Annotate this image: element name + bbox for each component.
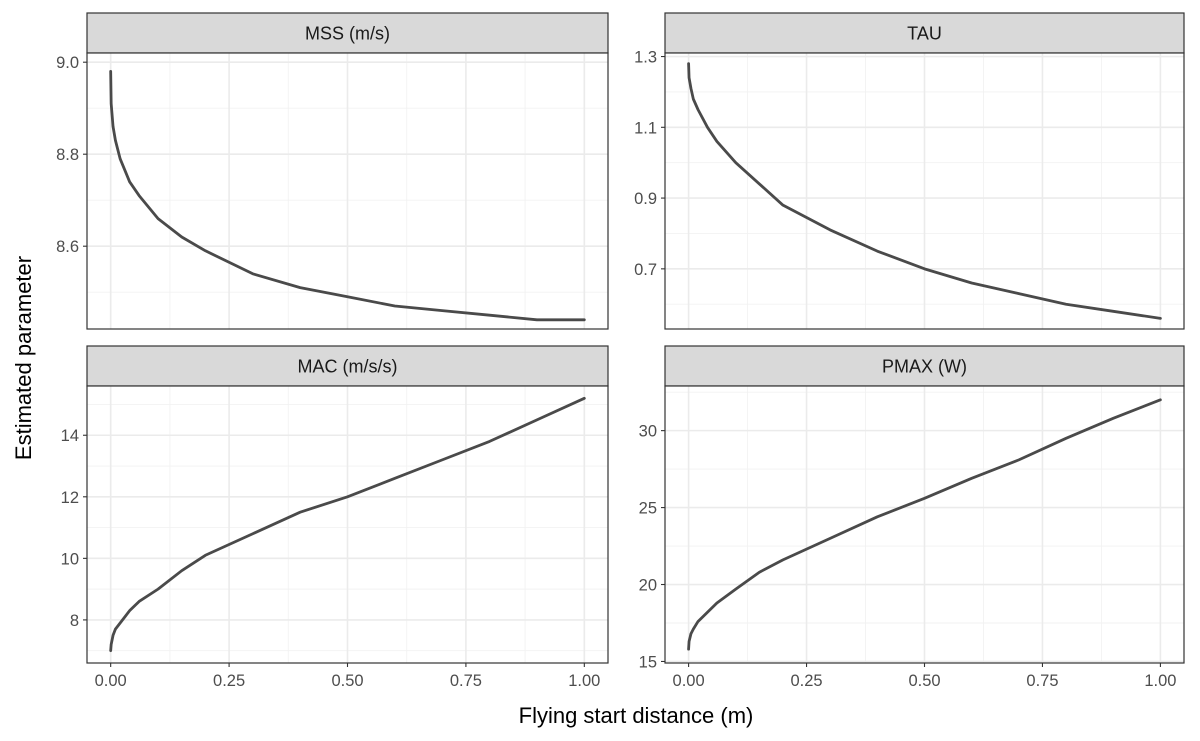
x-tick-label: 0.75 — [450, 672, 482, 690]
facet-title: PMAX (W) — [882, 357, 967, 377]
facet-title: MSS (m/s) — [305, 24, 390, 44]
y-tick-label: 12 — [61, 489, 79, 507]
facet-strip — [86, 12, 609, 54]
y-tick-label: 1.1 — [634, 119, 657, 137]
y-tick-label: 25 — [639, 500, 657, 518]
series-line — [687, 62, 1162, 320]
x-tick-label: 0.75 — [1026, 672, 1058, 690]
x-tick-label: 1.00 — [1144, 672, 1176, 690]
panel-border — [86, 52, 609, 330]
y-tick-label: 8.8 — [56, 146, 79, 164]
y-tick-label: 10 — [61, 550, 79, 568]
y-tick-label: 1.3 — [634, 49, 657, 67]
facet-panel-3: MAC (m/s/s) 8 10 12 14 0.00 0.25 0.50 0.75 1.00 — [61, 345, 609, 690]
x-tick-label: 0.50 — [908, 672, 940, 690]
x-tick-label: 0.00 — [673, 672, 705, 690]
x-tick-label: 0.50 — [331, 672, 363, 690]
facet-strip — [86, 345, 609, 387]
facet-panel-2: TAU 0.7 0.9 1.1 1.3 — [634, 12, 1185, 330]
series-line — [687, 398, 1162, 651]
facet-title: MAC (m/s/s) — [298, 357, 398, 377]
facet-panel-1: MSS (m/s) 8.6 8.8 9.0 — [56, 12, 609, 330]
x-tick-label: 1.00 — [568, 672, 600, 690]
facet-title: TAU — [907, 24, 942, 44]
x-tick-label: 0.25 — [213, 672, 245, 690]
facet-panel-4: PMAX (W) 15 20 25 30 0.00 0.25 0.50 0.75 1.00 — [639, 345, 1185, 690]
y-tick-label: 14 — [61, 427, 79, 445]
facet-strip — [664, 12, 1185, 54]
y-tick-label: 9.0 — [56, 54, 79, 72]
x-tick-label: 0.25 — [790, 672, 822, 690]
y-tick-label: 20 — [639, 577, 657, 595]
y-axis-title: Estimated parameter — [11, 256, 36, 460]
y-tick-label: 30 — [639, 423, 657, 441]
y-tick-label: 0.7 — [634, 261, 657, 279]
series-line — [109, 396, 586, 653]
series-line — [109, 70, 586, 322]
y-tick-label: 15 — [639, 653, 657, 671]
x-tick-label: 0.00 — [95, 672, 127, 690]
y-tick-label: 8 — [70, 612, 79, 630]
y-tick-label: 0.9 — [634, 190, 657, 208]
facet-strip — [664, 345, 1185, 387]
x-axis-title: Flying start distance (m) — [519, 703, 754, 728]
panel-border — [664, 52, 1185, 330]
y-tick-label: 8.6 — [56, 238, 79, 256]
